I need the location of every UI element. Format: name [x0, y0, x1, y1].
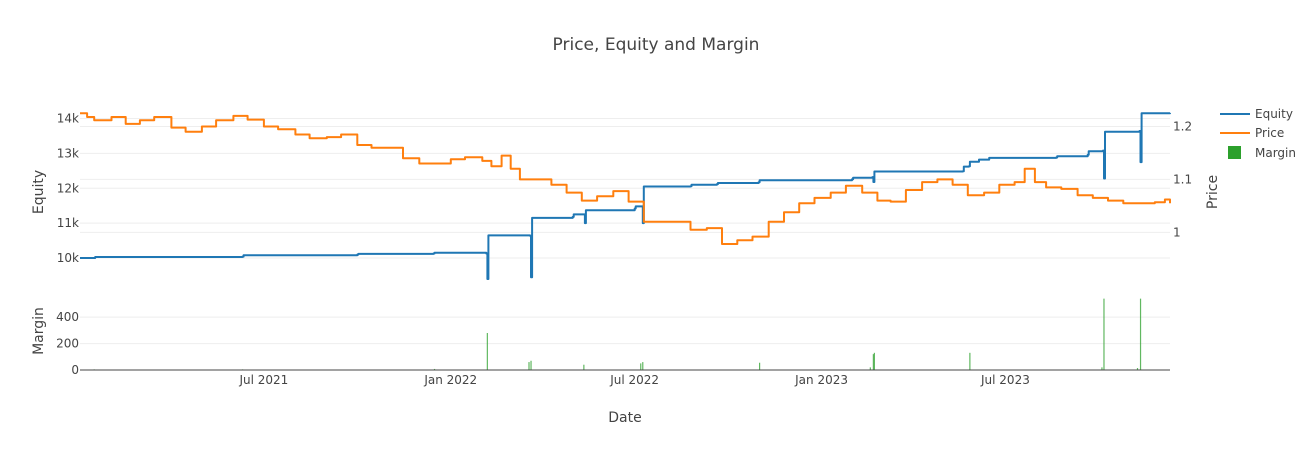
margin-bar [1136, 368, 1139, 370]
margin-tick-label: 400 [56, 310, 79, 324]
legend-margin-swatch [1228, 146, 1241, 159]
x-tick-label: Jan 2023 [794, 373, 848, 387]
margin-bar [969, 352, 971, 370]
equity-axis-title: Equity [31, 170, 47, 214]
legend-price-label: Price [1255, 126, 1284, 140]
chart-title: Price, Equity and Margin [553, 35, 760, 55]
margin-bars [93, 298, 1142, 370]
equity-tick-label: 14k [57, 111, 79, 125]
margin-tick-label: 200 [56, 337, 79, 351]
equity-tick-label: 13k [57, 146, 79, 160]
price-tick-label: 1.1 [1173, 172, 1192, 186]
x-tick-label: Jul 2022 [609, 373, 659, 387]
margin-axis-title: Margin [31, 307, 47, 355]
margin-bar [530, 360, 532, 370]
margin-bar [873, 352, 875, 370]
margin-bar [642, 362, 644, 370]
margin-bar [583, 364, 585, 370]
margin-bar [1139, 298, 1142, 370]
equity-tick-label: 10k [57, 251, 79, 265]
price-tick-label: 1 [1173, 225, 1181, 239]
price-tick-label: 1.2 [1173, 120, 1192, 134]
price-axis-title: Price [1205, 175, 1221, 209]
x-axis-ticks: Jul 2021 Jan 2022 Jul 2022 Jan 2023 Jul 2023 [238, 373, 1029, 387]
margin-bar [433, 368, 436, 370]
margin-bar [640, 363, 642, 370]
margin-bar [869, 367, 871, 370]
margin-bar [528, 362, 530, 370]
legend-item-margin[interactable]: Margin [1228, 146, 1296, 160]
equity-tick-label: 11k [57, 216, 79, 230]
price-axis-ticks: 1 1.1 1.2 [1173, 120, 1192, 240]
legend-item-equity[interactable]: Equity [1220, 107, 1293, 121]
margin-bar [872, 354, 874, 370]
legend-equity-label: Equity [1255, 107, 1293, 121]
legend: Equity Price Margin [1220, 107, 1296, 160]
x-tick-label: Jul 2021 [238, 373, 288, 387]
margin-bar [486, 333, 488, 370]
margin-tick-label: 0 [71, 363, 79, 377]
x-axis-title: Date [608, 410, 641, 426]
bottom-panel-gridlines [80, 316, 1170, 345]
margin-axis-ticks: 0 200 400 [56, 310, 79, 377]
top-panel-gridlines [80, 117, 1170, 259]
series-lines [80, 112, 1171, 280]
legend-item-price[interactable]: Price [1220, 126, 1284, 140]
margin-bar [1101, 367, 1103, 370]
margin-bar [1103, 298, 1105, 370]
x-tick-label: Jul 2023 [980, 373, 1030, 387]
price-line [80, 112, 1171, 245]
equity-tick-label: 12k [57, 181, 79, 195]
equity-axis-ticks: 10k 11k 12k 13k 14k [57, 111, 79, 265]
legend-margin-label: Margin [1255, 146, 1296, 160]
x-tick-label: Jan 2022 [423, 373, 477, 387]
equity-line [80, 112, 1171, 280]
margin-bar [758, 362, 761, 370]
